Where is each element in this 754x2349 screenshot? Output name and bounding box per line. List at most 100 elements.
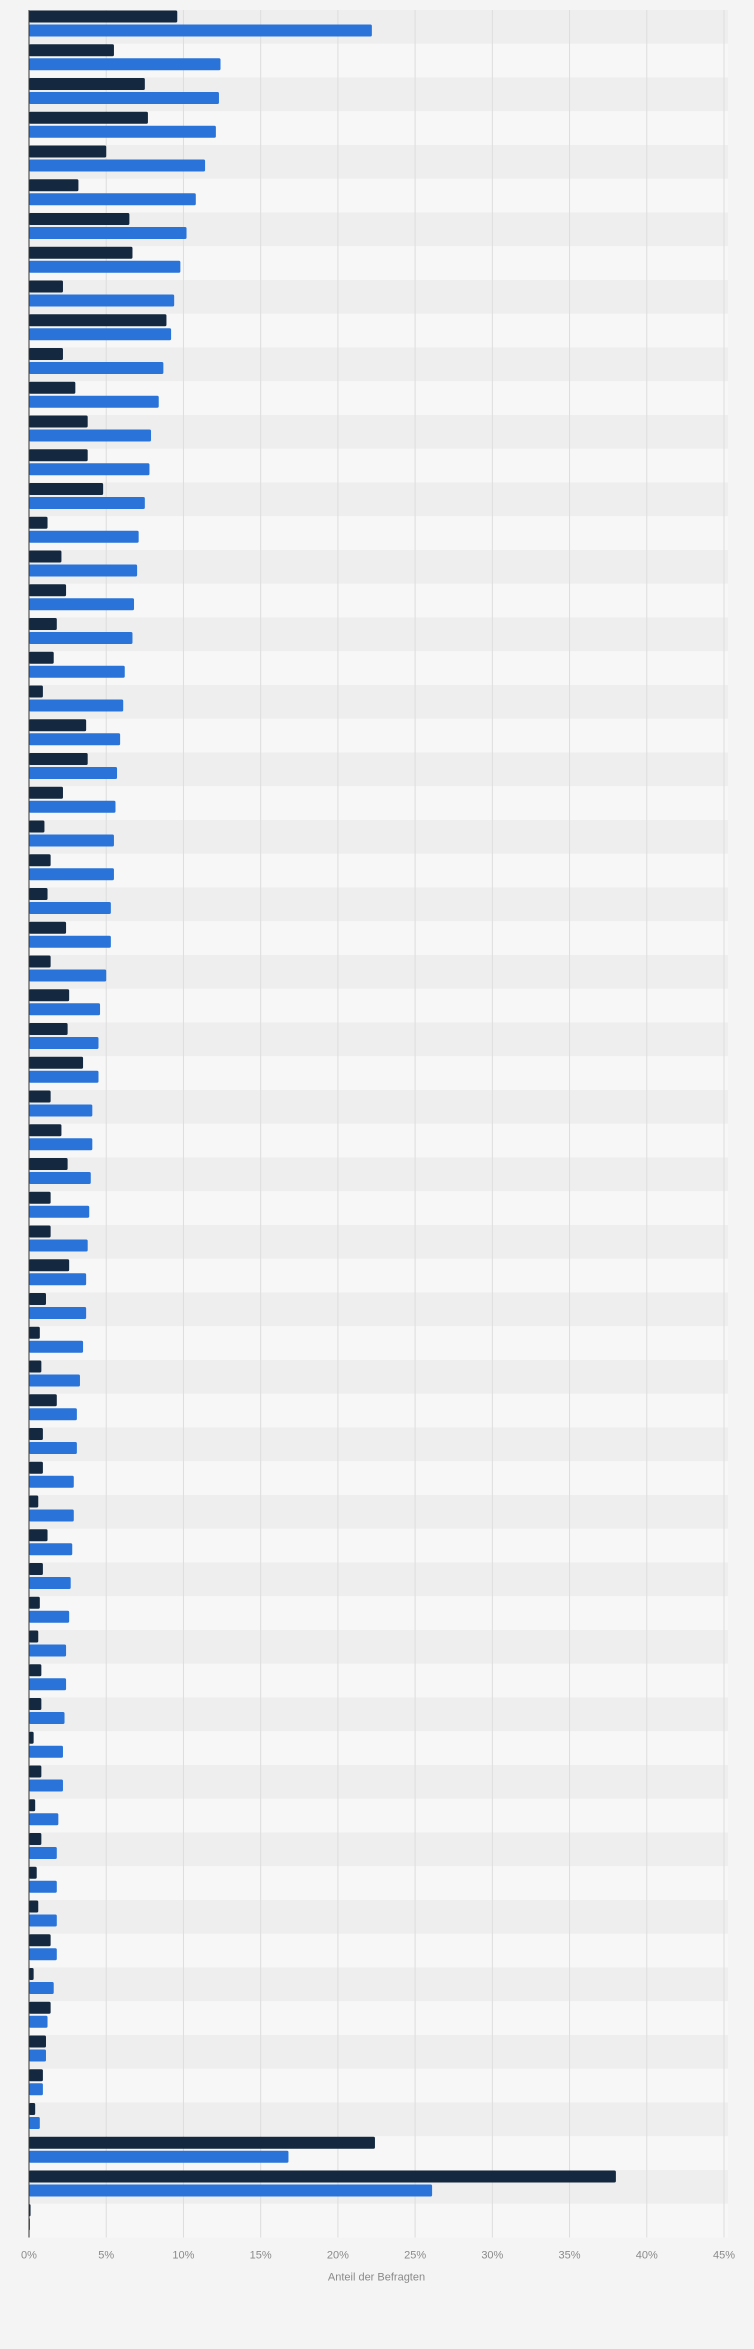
x-tick-label: 15% — [250, 2250, 272, 2262]
bar-series-a — [29, 1833, 42, 1845]
row-band — [29, 1596, 728, 1630]
bar-series-b — [29, 1205, 90, 1218]
row-band — [29, 2035, 728, 2069]
bar-series-b — [29, 1813, 59, 1826]
bar-series-a — [29, 1596, 40, 1609]
bar-series-b — [29, 699, 124, 712]
bar-series-b — [29, 1880, 57, 1893]
bar-series-b — [29, 497, 145, 509]
bar-series-b — [29, 92, 219, 104]
row-band — [29, 1258, 728, 1293]
bar-series-b — [29, 2117, 40, 2129]
x-tick-label: 40% — [636, 2250, 658, 2262]
row-band — [29, 786, 728, 820]
bar-series-a — [29, 10, 178, 23]
row-band — [29, 2068, 728, 2103]
bar-series-b — [29, 767, 118, 779]
bar-series-a — [29, 78, 145, 90]
bar-series-a — [29, 820, 45, 833]
bar-series-a — [29, 1023, 68, 1035]
bar-series-a — [29, 1428, 43, 1440]
bar-series-b — [29, 2184, 433, 2197]
bar-series-a — [29, 1968, 34, 1980]
row-band — [29, 1393, 728, 1428]
row-band — [29, 955, 728, 989]
row-band — [29, 550, 728, 584]
bar-series-b — [29, 1003, 101, 1016]
bar-series-a — [29, 1765, 42, 1778]
row-band — [29, 2102, 728, 2137]
bar-series-b — [29, 834, 114, 847]
bar-series-b — [29, 463, 150, 476]
bar-series-a — [29, 314, 167, 327]
bar-series-a — [29, 921, 67, 934]
row-band — [29, 1900, 728, 1934]
bar-series-b — [29, 564, 138, 577]
row-band — [29, 1225, 728, 1259]
bar-series-b — [29, 1340, 84, 1353]
bar-series-a — [29, 1158, 68, 1170]
bar-series-b — [29, 2150, 289, 2163]
bar-series-b — [29, 1509, 74, 1522]
gridlines — [105, 10, 725, 2238]
bar-series-b — [29, 1475, 74, 1488]
bar-series-a — [29, 1563, 43, 1575]
bar-series-b — [29, 2049, 46, 2062]
bar-series-b — [29, 1678, 67, 1691]
row-band — [29, 1663, 728, 1698]
bar-series-a — [29, 1360, 42, 1373]
bar-series-a — [29, 213, 130, 225]
bar-series-a — [29, 1529, 48, 1542]
bar-series-a — [29, 1394, 57, 1407]
bar-series-b — [29, 1610, 70, 1623]
bar-series-a — [29, 1191, 51, 1204]
bar-series-b — [29, 395, 159, 408]
bar-series-a — [29, 111, 148, 124]
bar-series-a — [29, 989, 70, 1002]
bar-series-a — [29, 753, 88, 765]
bar-series-a — [29, 1056, 84, 1069]
bar-series-b — [29, 1172, 91, 1184]
bar-series-b — [29, 1982, 54, 1994]
x-tick-label: 35% — [559, 2250, 581, 2262]
bar-series-a — [29, 1799, 36, 1812]
bar-series-a — [29, 246, 133, 259]
row-band — [29, 617, 728, 652]
bar-series-b — [29, 969, 107, 982]
bar-series-b — [29, 227, 187, 239]
row-band — [29, 2203, 728, 2238]
x-tick-label: 0% — [21, 2250, 37, 2262]
row-band — [29, 1022, 728, 1057]
bar-series-b — [29, 1914, 57, 1927]
row-band — [29, 887, 728, 922]
bar-series-b — [29, 1745, 63, 1758]
row-band — [29, 1697, 728, 1732]
bar-series-b — [29, 902, 111, 914]
row-band — [29, 820, 728, 854]
bar-series-b — [29, 1239, 88, 1252]
bar-series-b — [29, 2083, 43, 2096]
bar-series-b — [29, 159, 206, 172]
bar-series-a — [29, 2136, 375, 2149]
x-tick-label: 10% — [172, 2250, 194, 2262]
x-tick-label: 30% — [481, 2250, 503, 2262]
row-band — [29, 853, 728, 888]
bar-series-a — [29, 2170, 616, 2183]
row-band — [29, 752, 728, 787]
bar-series-a — [29, 550, 62, 563]
bar-series-b — [29, 1070, 99, 1083]
row-band — [29, 1933, 728, 1968]
bar-series-b — [29, 1307, 87, 1319]
bar-series-a — [29, 1124, 62, 1137]
bar-series-b — [29, 1138, 93, 1151]
bar-series-a — [29, 2103, 36, 2115]
bar-series-b — [29, 1948, 57, 1961]
x-axis-ticks: 0% 5% 10% 15% 20% 25% 30% 35% 40% 45% — [21, 2250, 735, 2262]
bar-series-a — [29, 1461, 43, 1474]
bar-series-a — [29, 955, 51, 968]
bar-series-b — [29, 1273, 87, 1286]
bar-series-a — [29, 2069, 43, 2082]
row-band — [29, 1866, 728, 1900]
row-band — [29, 1326, 728, 1360]
bar-series-b — [29, 58, 221, 71]
